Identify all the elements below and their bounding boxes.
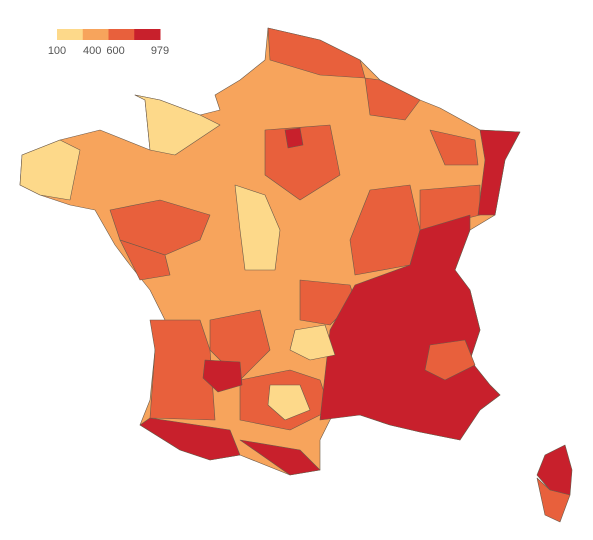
region: [429, 129, 479, 166]
region: [264, 124, 341, 201]
region: [134, 94, 221, 156]
region: [289, 324, 336, 361]
corsica-south: [536, 477, 571, 523]
region: [19, 139, 81, 201]
france-map: [19, 27, 573, 523]
region: [239, 439, 321, 476]
region: [267, 384, 311, 421]
region: [364, 77, 421, 121]
legend-swatch: [82, 29, 109, 40]
region: [477, 129, 521, 216]
region: [119, 239, 171, 281]
region: [149, 319, 216, 421]
legend-swatch: [57, 29, 84, 40]
region: [424, 339, 476, 381]
legend-swatch: [134, 29, 161, 40]
legend-tick-label: 979: [151, 45, 169, 57]
legend-swatch: [108, 29, 135, 40]
legend-tick-label: 400: [83, 45, 101, 57]
legend-tick-label: 600: [106, 45, 124, 57]
region: [284, 127, 304, 149]
region: [234, 184, 281, 271]
region: [139, 417, 241, 461]
legend: 100 400 600 979: [48, 29, 169, 57]
legend-tick-label: 100: [48, 45, 66, 57]
region: [202, 359, 243, 393]
region: [319, 214, 501, 441]
